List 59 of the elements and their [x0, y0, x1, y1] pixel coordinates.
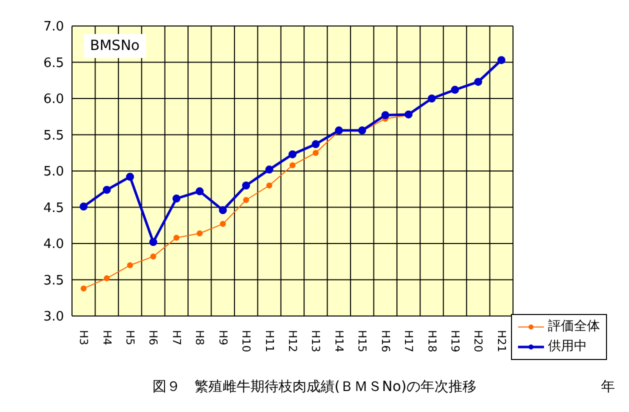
x-tick-label: H17: [402, 330, 416, 352]
y-tick-label: 3.0: [43, 310, 64, 325]
point: [196, 187, 204, 196]
x-tick-label: H9: [216, 330, 230, 346]
x-tick-label: H18: [425, 330, 438, 352]
point: [126, 172, 134, 181]
x-tick-label: H3: [77, 330, 90, 346]
point: [450, 86, 459, 94]
point: [312, 150, 319, 156]
y-tick-label: 5.5: [43, 128, 64, 144]
point: [80, 285, 87, 292]
point: [218, 206, 227, 214]
point: [243, 197, 250, 203]
text: 年: [601, 378, 615, 396]
point: [149, 238, 158, 246]
point: [104, 275, 110, 282]
x-tick-label: H19: [448, 330, 462, 352]
x-tick-label: H21: [494, 330, 508, 352]
y-axis-title: BMSNo: [84, 34, 146, 58]
x-tick-label: H15: [356, 330, 369, 352]
x-tick-label: H10: [240, 330, 253, 352]
y-tick-label: 4.0: [43, 237, 64, 252]
x-tick-label: H16: [378, 330, 392, 352]
point: [290, 162, 296, 168]
point: [288, 150, 296, 158]
x-tick-label: H11: [262, 330, 276, 352]
x-tick-label: H8: [193, 330, 206, 346]
x-tick-label: H14: [332, 330, 346, 352]
x-tick-label: H7: [170, 330, 183, 346]
point: [102, 186, 111, 194]
point: [173, 234, 180, 241]
y-tick-label: 6.5: [43, 56, 64, 71]
point: [381, 111, 390, 120]
point: [242, 182, 250, 190]
y-tick-label: 4.5: [43, 200, 64, 216]
point: [312, 140, 320, 148]
text: 図９ 繁殖雌牛期待枝肉成績(ＢＭＳNo)の年次推移: [152, 379, 476, 395]
point: [220, 220, 226, 227]
legend-label: 供用中: [548, 338, 587, 356]
point: [196, 230, 203, 236]
x-tick-label: H12: [286, 330, 299, 352]
y-tick-label: 6.0: [43, 92, 64, 108]
point: [172, 194, 180, 203]
point: [265, 166, 274, 174]
x-tick-label: H6: [146, 330, 160, 346]
y-tick-label: 3.5: [43, 273, 64, 288]
y-tick-label: 7.0: [43, 20, 64, 35]
x-tick-label: H13: [309, 330, 322, 352]
point: [474, 78, 482, 86]
point: [497, 56, 506, 64]
point: [150, 254, 156, 260]
x-tick-label: H4: [100, 330, 114, 346]
legend-label: 評価全体: [548, 318, 600, 336]
x-tick-label: H20: [472, 330, 485, 352]
y-tick-label: 5.0: [43, 164, 64, 180]
x-tick-label: H5: [124, 330, 137, 346]
point: [80, 202, 88, 211]
point: [266, 182, 272, 188]
point: [127, 262, 134, 268]
